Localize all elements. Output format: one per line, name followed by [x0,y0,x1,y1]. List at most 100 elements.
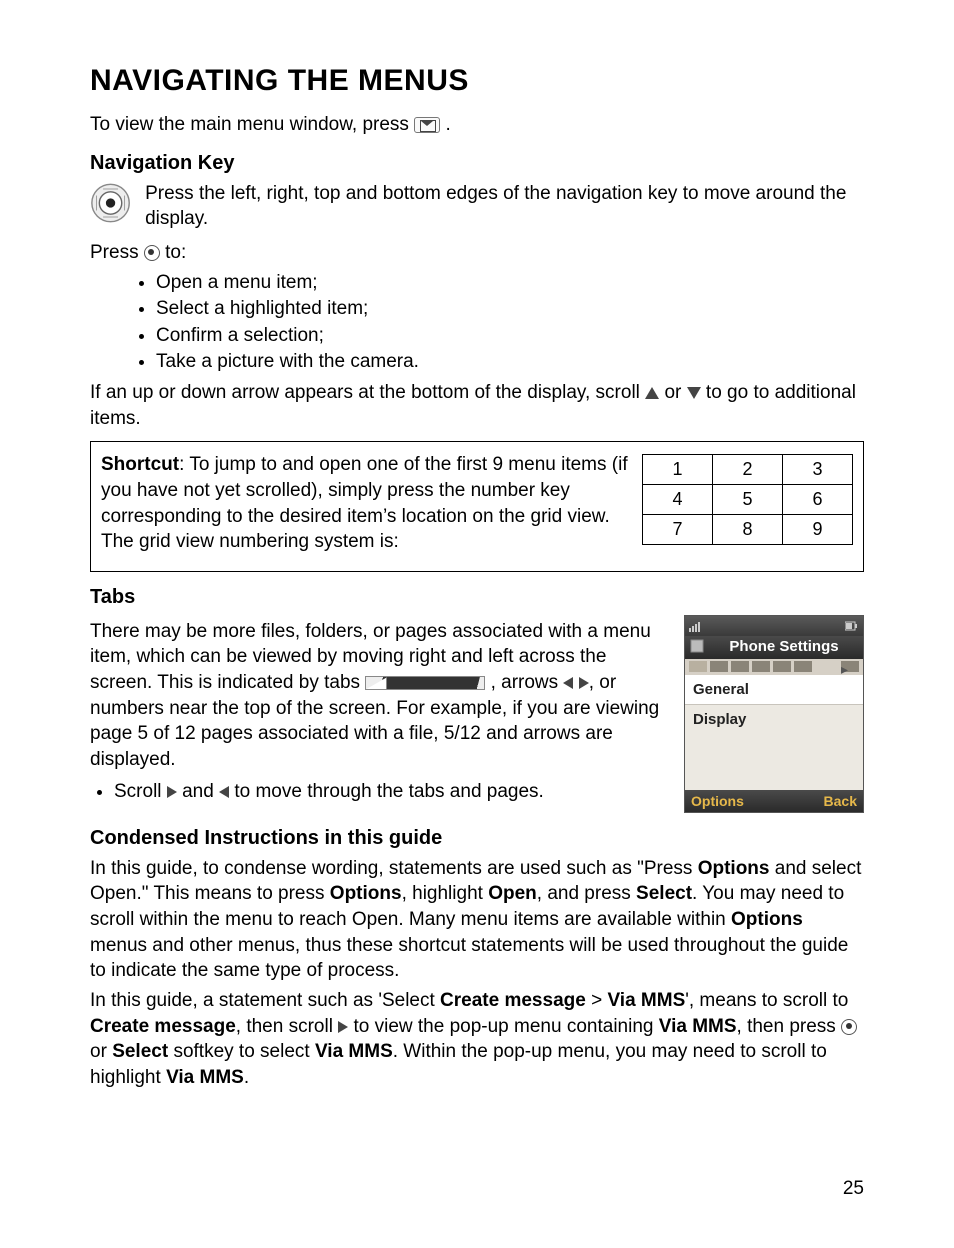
grid-cell: 8 [713,515,783,545]
press-prefix: Press [90,242,144,263]
phone-menu-item: General [685,675,863,705]
arrow-paragraph: If an up or down arrow appears at the bo… [90,380,864,431]
grid-cell: 9 [783,515,853,545]
arrow-down-icon [687,387,701,399]
condensed-p2: In this guide, a statement such as 'Sele… [90,988,864,1091]
phone-tab-icon [689,661,707,672]
phone-title-bar: Phone Settings [685,636,863,659]
arrow-right-icon [579,677,589,689]
phone-body: General Display [685,675,863,790]
arrow-left-icon [219,786,229,798]
tabs-paragraph: There may be more files, folders, or pag… [90,619,664,773]
phone-menu-item: Display [685,705,863,734]
press-suffix: to: [165,242,186,263]
intro-line: To view the main menu window, press . [90,112,864,138]
arrow-up-icon [645,387,659,399]
arrow-left-icon [563,677,573,689]
bold-txt: Select [112,1041,168,1062]
press-list: Open a menu item; Select a highlighted i… [90,270,864,376]
page-number: 25 [843,1178,864,1200]
bullet-mid: and [182,781,219,802]
bold-txt: Select [636,883,692,904]
intro-suffix: . [446,114,451,135]
bold-txt: Via MMS [166,1067,244,1088]
arrow-mid: or [664,382,686,403]
intro-prefix: To view the main menu window, press [90,114,414,135]
shortcut-label: Shortcut [101,454,179,475]
phone-tab-icon [710,661,728,672]
list-item: Open a menu item; [156,270,864,297]
phone-tab-icon [773,661,791,672]
tabs-bullet-list: Scroll and to move through the tabs and … [90,779,664,806]
txt: or [90,1041,112,1062]
txt: , and press [537,883,636,904]
grid-cell: 3 [783,455,853,485]
bold-txt: Via MMS [607,990,685,1011]
bullet-post: to move through the tabs and pages. [234,781,544,802]
page-title: NAVIGATING THE MENUS [90,64,864,98]
bold-txt: Options [330,883,402,904]
bold-txt: Via MMS [315,1041,393,1062]
navigation-key-icon [90,181,131,225]
txt: to view the pop-up menu containing [348,1016,659,1037]
grid-cell: 6 [783,485,853,515]
envelope-key-icon [414,117,440,133]
phone-tab-icon [794,661,812,672]
grid-cell: 5 [713,485,783,515]
nav-key-body: Press the left, right, top and bottom ed… [145,181,864,232]
nav-key-block: Press the left, right, top and bottom ed… [90,181,864,236]
list-item: Select a highlighted item; [156,296,864,323]
txt: . [244,1067,249,1088]
grid-cell: 2 [713,455,783,485]
softkey-right: Back [824,793,857,809]
list-item: Take a picture with the camera. [156,349,864,376]
bold-txt: Open [488,883,537,904]
phone-softkey-bar: Options Back [685,790,863,812]
phone-screenshot: Phone Settings ▸ General Display Options… [684,615,864,813]
center-key-icon [841,1019,857,1035]
grid-cell: 4 [643,485,713,515]
shortcut-text: Shortcut: To jump to and open one of the… [101,452,628,555]
grid-cell: 7 [643,515,713,545]
softkey-left: Options [691,793,744,809]
txt: softkey to select [168,1041,315,1062]
bullet-pre: Scroll [114,781,167,802]
condensed-p1: In this guide, to condense wording, stat… [90,856,864,984]
txt: ', means to scroll to [685,990,848,1011]
arrow-right-icon [338,1021,348,1033]
settings-icon [689,638,705,654]
txt: In this guide, a statement such as 'Sele… [90,990,440,1011]
phone-tab-icon [731,661,749,672]
condensed-heading: Condensed Instructions in this guide [90,827,864,850]
tabs-heading: Tabs [90,586,864,609]
bold-txt: Create message [90,1016,236,1037]
list-item: Confirm a selection; [156,323,864,350]
txt: In this guide, to condense wording, stat… [90,858,698,879]
tabs-strip-icon [365,676,485,690]
phone-tab-icon [752,661,770,672]
phone-status-bar [685,616,863,636]
txt: > [586,990,608,1011]
arrow-pre: If an up or down arrow appears at the bo… [90,382,645,403]
bold-txt: Create message [440,990,586,1011]
nav-key-heading: Navigation Key [90,152,864,175]
phone-tab-strip: ▸ [685,659,863,675]
txt: menus and other menus, thus these shortc… [90,935,848,982]
txt: , then scroll [236,1016,338,1037]
shortcut-grid: 1 2 3 4 5 6 7 8 9 [642,454,853,545]
tabs-p1-mid: , arrows [491,672,564,693]
bold-txt: Options [731,909,803,930]
shortcut-box: Shortcut: To jump to and open one of the… [90,441,864,572]
battery-icon [845,620,859,632]
signal-icon [689,620,703,632]
bold-txt: Options [698,858,770,879]
press-line: Press to: [90,240,864,266]
center-key-icon [144,245,160,261]
phone-title: Phone Settings [709,638,859,655]
arrow-right-icon [167,786,177,798]
tabs-bullet: Scroll and to move through the tabs and … [114,779,664,806]
txt: , then press [737,1016,842,1037]
bold-txt: Via MMS [659,1016,737,1037]
txt: , highlight [402,883,489,904]
grid-cell: 1 [643,455,713,485]
